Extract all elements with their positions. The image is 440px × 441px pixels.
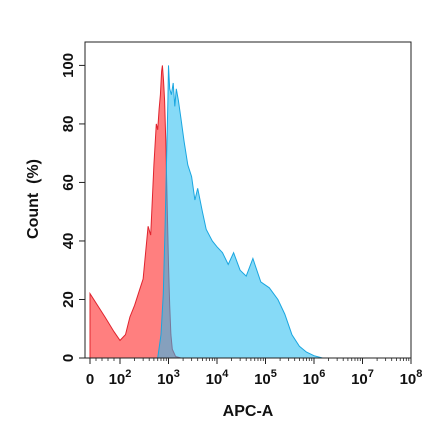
y-tick-label: 100 (60, 53, 77, 78)
x-tick-label: 103 (157, 368, 180, 388)
y-tick-label: 40 (60, 233, 77, 250)
x-tick-label: 104 (206, 368, 230, 388)
x-tick-label: 105 (254, 368, 277, 388)
x-tick-label: 107 (351, 368, 374, 388)
axes: 0 20 40 60 80 100 0 102 103 104 105 106 107 108 (60, 41, 423, 388)
y-tick-label: 0 (60, 354, 77, 362)
y-tick-label: 60 (60, 174, 77, 191)
x-tick-label: 106 (303, 368, 326, 388)
plot-frame (84, 41, 412, 359)
plot-area (89, 65, 323, 359)
x-tick-label: 102 (109, 368, 132, 388)
y-tick-label: 20 (60, 291, 77, 308)
series-2-area (157, 65, 323, 359)
y-tick-label: 80 (60, 116, 77, 133)
x-axis-label: APC-A (223, 403, 274, 420)
y-axis-label: Count (%) (25, 159, 42, 239)
x-tick-label: 108 (400, 368, 423, 388)
x-tick-label: 0 (86, 371, 94, 388)
